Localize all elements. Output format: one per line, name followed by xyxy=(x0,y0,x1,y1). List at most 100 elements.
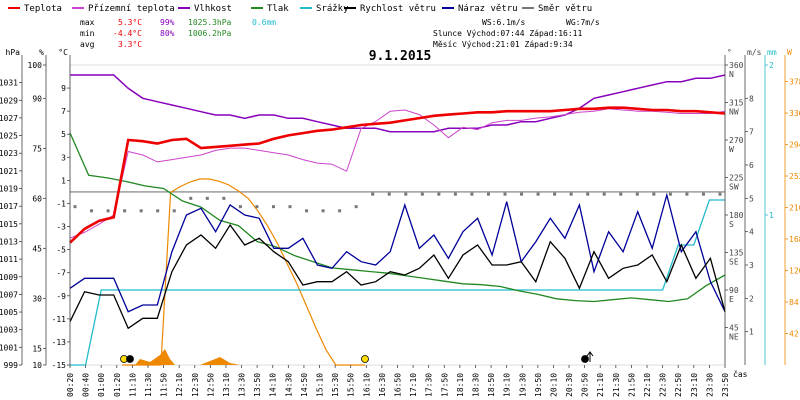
x-tick-label: 14:50 xyxy=(300,373,309,397)
wind-dir-point xyxy=(701,192,705,196)
moonrise-marker xyxy=(581,355,589,363)
tick-label-temperature_c: -3 xyxy=(56,223,66,232)
wind-dir-point xyxy=(189,196,193,200)
tick-label-humidity_pct: 60 xyxy=(32,194,42,203)
stats-block: max 5.3°C 99% 1025.3hPa 0.6mm min -4.4°C 80% 100… xyxy=(80,18,600,49)
x-tick-label: 21:50 xyxy=(627,373,636,397)
x-axis-unit: čas xyxy=(733,369,748,379)
x-tick-label: 16:50 xyxy=(394,373,403,397)
x-tick-label: 11:50 xyxy=(160,373,169,397)
legend-label: Tlak xyxy=(267,4,289,14)
x-tick-label: 20:10 xyxy=(549,373,558,397)
wind-dir-point xyxy=(718,192,722,196)
legend-label: Teplota xyxy=(24,4,62,14)
plot-area xyxy=(69,64,726,366)
tick-label-pressure_hpa: 1027 xyxy=(0,114,18,123)
tick-label-temperature_c: -15 xyxy=(52,361,67,370)
axis-unit-rain_mm: mm xyxy=(767,48,777,57)
x-tick-label: 16:30 xyxy=(378,373,387,397)
wind-dir-point xyxy=(685,192,689,196)
tick-label-temperature_c: 5 xyxy=(61,130,66,139)
wind-dir-name: SW xyxy=(729,183,739,192)
x-tick-label: 00:20 xyxy=(66,373,75,397)
tick-label-pressure_hpa: 1029 xyxy=(0,96,18,105)
tick-label-temperature_c: -5 xyxy=(56,246,66,255)
tick-label-radiation_w: 378 xyxy=(789,78,800,87)
x-tick-label: 17:50 xyxy=(440,373,449,397)
stat-max-rain: 0.6mm xyxy=(252,18,276,27)
wind-dir-name: W xyxy=(729,145,734,154)
wind-dir-point xyxy=(255,205,259,209)
x-tick-label: 12:30 xyxy=(191,373,200,397)
wind-dir-point xyxy=(437,192,441,196)
axes: 9991001100310051007100910111013101510171… xyxy=(0,48,800,397)
x-tick-label: 18:10 xyxy=(456,373,465,397)
tick-label-temperature_c: 9 xyxy=(61,84,66,93)
tick-label-temperature_c: -11 xyxy=(52,315,67,324)
wind-dir-point xyxy=(354,205,358,209)
tick-label-temperature_c: -9 xyxy=(56,292,66,301)
tick-label-pressure_hpa: 1001 xyxy=(0,343,18,352)
x-tick-label: 17:30 xyxy=(425,373,434,397)
tick-label-wind_ms: 8 xyxy=(749,94,754,103)
stat-max-hum: 99% xyxy=(160,18,175,27)
chart-title: 9.1.2015 xyxy=(369,49,432,64)
x-tick-label: 13:30 xyxy=(238,373,247,397)
x-tick-label: 19:50 xyxy=(534,373,543,397)
x-tick-label: 00:40 xyxy=(82,373,91,397)
x-tick-label: 19:30 xyxy=(518,373,527,397)
x-tick-label: 20:50 xyxy=(581,373,590,397)
tick-label-pressure_hpa: 999 xyxy=(4,361,19,370)
x-tick-label: 11:10 xyxy=(128,373,137,397)
x-tick-label: 22:50 xyxy=(674,373,683,397)
x-tick-label: 11:30 xyxy=(144,373,153,397)
tick-label-rain_mm: 2 xyxy=(769,61,774,70)
sun-info: Slunce Východ:07:44 Západ:16:11 xyxy=(433,29,582,38)
x-tick-label: 16:10 xyxy=(362,373,371,397)
x-tick-label: 14:30 xyxy=(284,373,293,397)
stat-min-temp: -4.4°C xyxy=(113,29,142,38)
wind-dir-point xyxy=(486,192,490,196)
x-tick-label: 19:10 xyxy=(503,373,512,397)
wind-dir-point xyxy=(90,209,94,213)
tick-label-temperature_c: 3 xyxy=(61,153,66,162)
x-tick-label: 14:10 xyxy=(269,373,278,397)
stat-max-temp: 5.3°C xyxy=(118,18,142,27)
sunset-marker xyxy=(361,355,369,363)
rain-line xyxy=(70,199,725,366)
stat-avg-temp: 3.3°C xyxy=(118,40,142,49)
wind-dir-point xyxy=(635,192,639,196)
tick-label-wind_ms: 5 xyxy=(749,194,754,203)
x-tick-label: 22:30 xyxy=(659,373,668,397)
wind-dir-point xyxy=(619,192,623,196)
tick-label-humidity_pct: 15 xyxy=(32,344,42,353)
wind-dir-point xyxy=(156,209,160,213)
tick-label-radiation_w: 168 xyxy=(789,235,800,244)
wind-gust-info: WG:7m/s xyxy=(566,18,600,27)
x-tick-label: 01:20 xyxy=(113,373,122,397)
tick-label-pressure_hpa: 1015 xyxy=(0,220,18,229)
x-tick-label: 21:30 xyxy=(612,373,621,397)
tick-label-wind_ms: 6 xyxy=(749,161,754,170)
temperature-line xyxy=(69,106,726,244)
wind-dir-point xyxy=(321,209,325,213)
x-tick-label: 20:30 xyxy=(565,373,574,397)
tick-label-wind_ms: 2 xyxy=(749,294,754,303)
tick-label-wind_dir_deg: 360 xyxy=(729,61,744,70)
x-tick-label: 22:10 xyxy=(643,373,652,397)
wind-dir-point xyxy=(288,205,292,209)
wind-dir-point xyxy=(553,192,557,196)
x-tick-label: 13:50 xyxy=(253,373,262,397)
tick-label-temperature_c: 1 xyxy=(61,176,66,185)
wind-dir-name: E xyxy=(729,295,734,304)
wind-dir-point xyxy=(420,192,424,196)
tick-label-pressure_hpa: 1011 xyxy=(0,255,18,264)
stat-max-press: 1025.3hPa xyxy=(188,18,232,27)
solar-line xyxy=(122,178,365,366)
wind-dir-point xyxy=(222,196,226,200)
tick-label-pressure_hpa: 1005 xyxy=(0,308,18,317)
tick-label-radiation_w: 294 xyxy=(789,141,800,150)
rain-area xyxy=(135,349,240,365)
x-tick-label: 17:10 xyxy=(409,373,418,397)
wind-dir-point xyxy=(536,192,540,196)
